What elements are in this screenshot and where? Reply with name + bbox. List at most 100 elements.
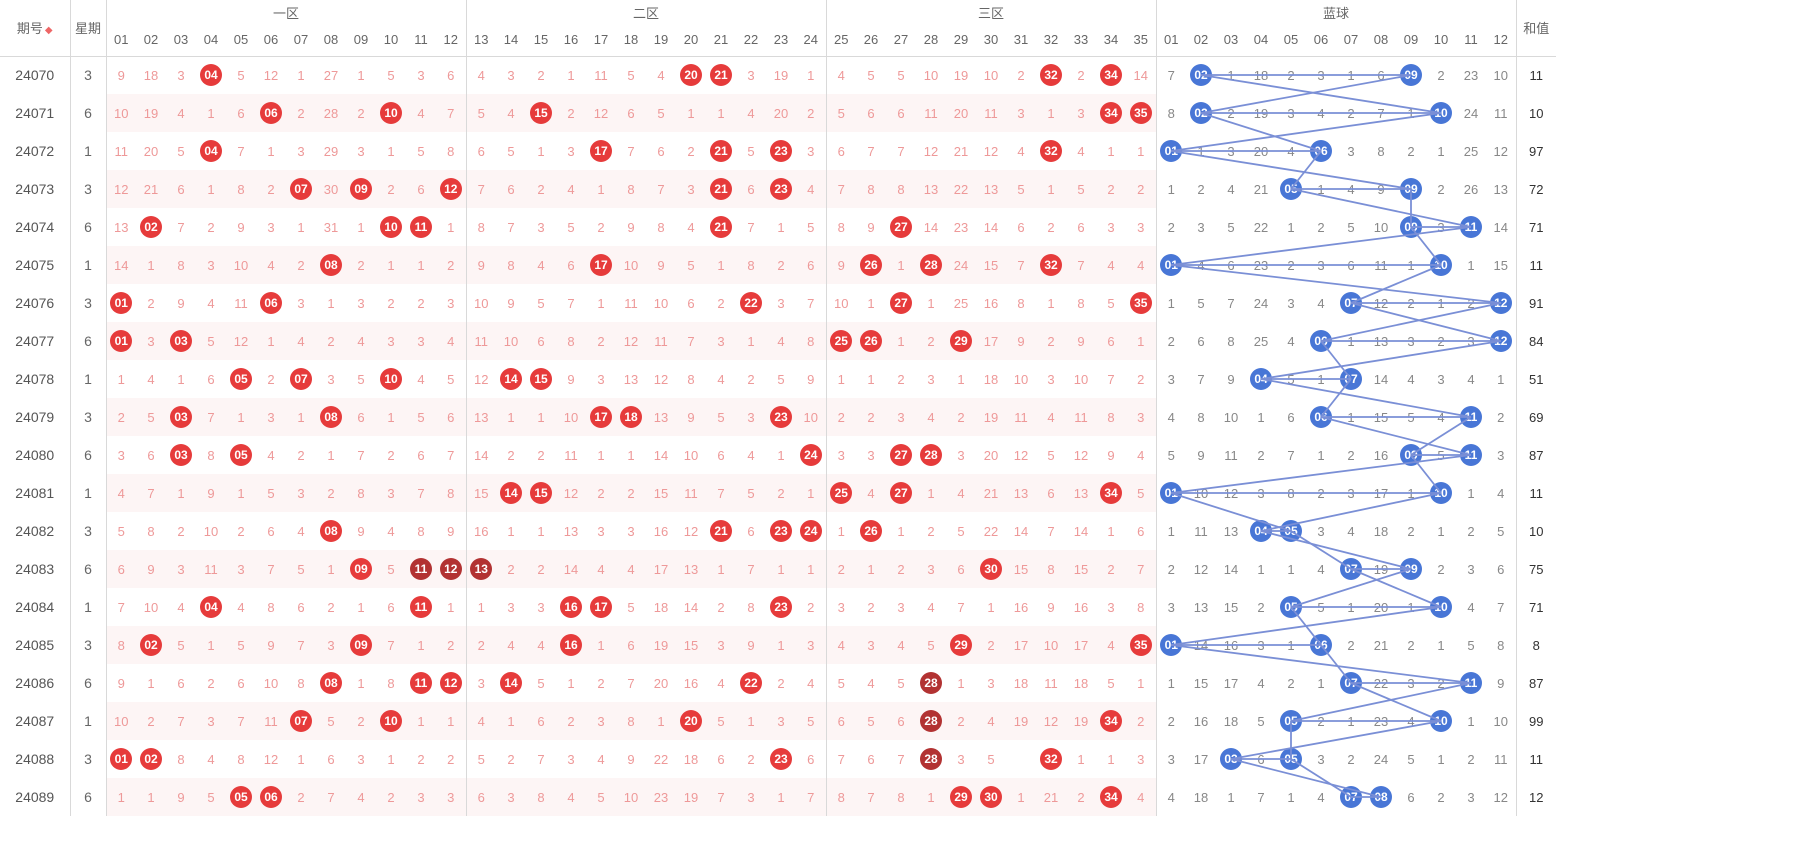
blue-hit-cell: 06 (1306, 398, 1336, 436)
red-miss-cell: 1 (406, 702, 436, 740)
red-miss-cell: 3 (466, 664, 496, 702)
red-miss-cell: 7 (706, 474, 736, 512)
red-miss-cell: 2 (1036, 322, 1066, 360)
red-num-header: 19 (646, 24, 676, 56)
red-miss-cell: 3 (1096, 208, 1126, 246)
red-miss-cell: 1 (286, 398, 316, 436)
blue-miss-cell: 18 (1366, 512, 1396, 550)
red-miss-cell: 1 (226, 474, 256, 512)
red-hit-cell: 06 (256, 284, 286, 322)
blue-miss-cell: 8 (1186, 398, 1216, 436)
red-miss-cell: 3 (196, 246, 226, 284)
red-num-header: 14 (496, 24, 526, 56)
sum-cell: 97 (1516, 132, 1556, 170)
red-miss-cell: 10 (466, 284, 496, 322)
blue-hit-cell: 04 (1246, 360, 1276, 398)
red-ball: 23 (770, 406, 792, 428)
red-miss-cell: 20 (976, 436, 1006, 474)
red-miss-cell: 7 (646, 170, 676, 208)
red-miss-cell: 3 (796, 626, 826, 664)
red-miss-cell: 28 (316, 94, 346, 132)
red-miss-cell: 3 (136, 322, 166, 360)
red-miss-cell: 23 (946, 208, 976, 246)
red-miss-cell: 6 (526, 322, 556, 360)
red-miss-cell: 3 (556, 740, 586, 778)
blue-miss-cell: 3 (1246, 474, 1276, 512)
red-miss-cell: 21 (976, 474, 1006, 512)
red-ball: 10 (380, 368, 402, 390)
blue-miss-cell: 1 (1276, 550, 1306, 588)
red-miss-cell: 11 (1006, 398, 1036, 436)
red-miss-cell: 8 (616, 702, 646, 740)
red-hit-cell: 21 (706, 208, 736, 246)
red-miss-cell: 7 (796, 778, 826, 816)
blue-miss-cell: 2 (1396, 512, 1426, 550)
blue-miss-cell: 6 (1336, 246, 1366, 284)
blue-miss-cell: 2 (1336, 94, 1366, 132)
sum-cell: 51 (1516, 360, 1556, 398)
red-miss-cell: 6 (196, 360, 226, 398)
red-miss-cell: 1 (946, 360, 976, 398)
red-miss-cell: 1 (856, 550, 886, 588)
red-miss-cell: 3 (166, 550, 196, 588)
red-miss-cell: 3 (1126, 740, 1156, 778)
red-miss-cell: 4 (1096, 626, 1126, 664)
red-miss-cell: 6 (256, 512, 286, 550)
blue-ball: 04 (1250, 368, 1272, 390)
red-ball: 23 (770, 748, 792, 770)
red-miss-cell: 2 (436, 626, 466, 664)
red-hit-cell: 10 (376, 702, 406, 740)
red-miss-cell: 7 (136, 474, 166, 512)
red-miss-cell: 4 (406, 360, 436, 398)
red-miss-cell: 5 (376, 56, 406, 94)
red-miss-cell: 4 (796, 664, 826, 702)
red-hit-cell: 05 (226, 436, 256, 474)
red-miss-cell: 3 (706, 626, 736, 664)
red-miss-cell: 11 (916, 94, 946, 132)
red-miss-cell: 6 (376, 588, 406, 626)
blue-miss-cell: 7 (1276, 436, 1306, 474)
red-miss-cell: 1 (136, 778, 166, 816)
red-miss-cell: 19 (976, 398, 1006, 436)
red-miss-cell: 8 (406, 512, 436, 550)
red-miss-cell: 2 (256, 170, 286, 208)
day-cell: 6 (70, 778, 106, 816)
red-hit-cell: 07 (286, 360, 316, 398)
issue-cell: 24081 (0, 474, 70, 512)
blue-hit-cell: 11 (1456, 436, 1486, 474)
red-ball: 16 (560, 634, 582, 656)
blue-miss-cell: 25 (1246, 322, 1276, 360)
red-miss-cell: 4 (196, 740, 226, 778)
blue-miss-cell: 19 (1366, 550, 1396, 588)
red-num-header: 23 (766, 24, 796, 56)
day-cell: 1 (70, 132, 106, 170)
red-miss-cell: 5 (736, 132, 766, 170)
red-miss-cell: 3 (346, 284, 376, 322)
data-row: 2407211120504713293158651317762215233677… (0, 132, 1556, 170)
red-miss-cell: 2 (736, 740, 766, 778)
data-row: 2407039183045121271536432111542021319145… (0, 56, 1556, 94)
blue-miss-cell: 1 (1306, 436, 1336, 474)
blue-hit-cell: 05 (1276, 740, 1306, 778)
blue-miss-cell: 2 (1216, 94, 1246, 132)
red-miss-cell: 3 (616, 512, 646, 550)
red-miss-cell: 6 (346, 398, 376, 436)
red-miss-cell: 1 (256, 132, 286, 170)
red-miss-cell: 4 (106, 474, 136, 512)
red-miss-cell: 7 (826, 740, 856, 778)
blue-miss-cell: 3 (1156, 588, 1186, 626)
red-miss-cell: 2 (766, 474, 796, 512)
sum-cell: 11 (1516, 56, 1556, 94)
red-miss-cell: 2 (196, 664, 226, 702)
col-header-issue[interactable]: 期号◆ (0, 0, 70, 56)
red-miss-cell: 9 (226, 208, 256, 246)
red-miss-cell: 1 (286, 56, 316, 94)
blue-miss-cell: 1 (1486, 360, 1516, 398)
blue-miss-cell: 16 (1216, 626, 1246, 664)
red-miss-cell: 1 (766, 436, 796, 474)
red-miss-cell: 8 (736, 246, 766, 284)
data-row: 2408417104044862161111331617518142823232… (0, 588, 1556, 626)
red-miss-cell: 2 (316, 474, 346, 512)
blue-miss-cell: 2 (1456, 284, 1486, 322)
red-miss-cell: 4 (796, 170, 826, 208)
